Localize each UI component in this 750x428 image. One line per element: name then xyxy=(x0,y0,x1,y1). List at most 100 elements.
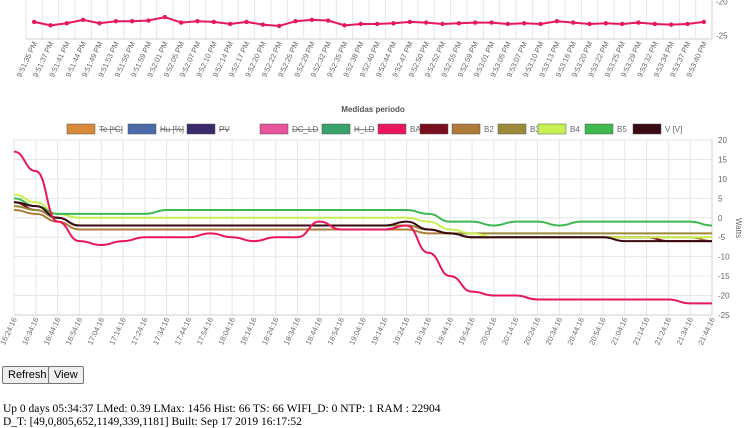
main-y-tick-label: 5 xyxy=(718,194,723,203)
top-data-point xyxy=(325,18,331,23)
main-x-tick-label: 20:24:16 xyxy=(522,316,542,346)
legend-label: B4 xyxy=(570,125,580,134)
top-data-point xyxy=(195,19,200,24)
main-x-tick-label: 18:44:16 xyxy=(304,316,324,346)
top-data-point xyxy=(48,23,53,28)
legend-item: B5 xyxy=(584,123,627,135)
legend-label: B2 xyxy=(484,125,494,134)
main-x-tick-label: 21:44:16 xyxy=(696,316,716,346)
main-x-tick-label: 21:04:16 xyxy=(609,316,629,346)
main-y-tick-label: 0 xyxy=(718,214,723,223)
top-data-point xyxy=(570,20,576,25)
top-data-point xyxy=(456,21,462,26)
main-x-tick-label: 18:14:16 xyxy=(238,316,258,346)
legend-swatch xyxy=(537,123,567,135)
top-data-point xyxy=(129,19,135,24)
legend-item: B2 xyxy=(451,123,494,135)
top-data-point xyxy=(440,21,445,27)
top-data-point xyxy=(521,21,527,26)
main-x-tick-label: 17:44:16 xyxy=(173,316,193,346)
top-data-point xyxy=(227,21,233,27)
legend-label: B3 xyxy=(530,125,540,134)
legend-swatch xyxy=(377,123,407,135)
legend-label: B5 xyxy=(617,125,627,134)
legend-swatch xyxy=(186,123,216,135)
main-x-tick-label: 20:04:16 xyxy=(478,316,498,346)
top-data-point xyxy=(538,21,543,27)
main-x-tick-label: 16:44:16 xyxy=(42,316,62,346)
top-data-point xyxy=(260,22,266,27)
main-x-tick-label: 17:54:16 xyxy=(195,316,215,346)
main-x-tick-label: 16:54:16 xyxy=(64,316,84,346)
legend-swatch xyxy=(632,123,662,135)
top-data-point xyxy=(685,21,690,27)
top-line-chart: -20-259:51:35 PM9:51:37 PM9:51:41 PM9:51… xyxy=(15,0,728,79)
main-x-tick-label: 18:54:16 xyxy=(326,316,346,346)
legend-swatch xyxy=(321,123,351,135)
top-data-point xyxy=(423,20,429,25)
top-data-point xyxy=(64,21,70,26)
main-x-tick-label: 17:24:16 xyxy=(129,316,149,346)
main-x-tick-label: 18:24:16 xyxy=(260,316,280,346)
main-x-tick-label: 17:04:16 xyxy=(86,316,106,346)
top-data-point xyxy=(652,21,658,27)
refresh-button[interactable]: Refresh xyxy=(2,366,53,384)
legend-swatch xyxy=(497,123,527,135)
top-data-point xyxy=(603,21,609,26)
main-x-tick-label: 16:24:16 xyxy=(0,316,19,346)
main-x-tick-label: 19:54:16 xyxy=(456,316,476,346)
main-x-tick-label: 19:34:16 xyxy=(413,316,433,346)
legend-item: PV xyxy=(186,123,230,135)
series-line-b5 xyxy=(13,197,713,227)
main-x-tick-label: 16:34:16 xyxy=(20,316,40,346)
main-y-tick-label: 10 xyxy=(718,175,727,184)
main-x-tick-label: 20:34:16 xyxy=(544,316,564,346)
legend-item: Hu [%] xyxy=(127,123,184,135)
legend-swatch xyxy=(451,123,481,135)
main-x-tick-label: 21:34:16 xyxy=(675,316,695,346)
legend-swatch xyxy=(127,123,157,135)
top-data-point xyxy=(211,19,217,25)
top-data-point xyxy=(668,22,674,27)
main-x-tick-label: 17:14:16 xyxy=(107,316,127,346)
view-button[interactable]: View xyxy=(48,366,84,384)
legend-item: B3 xyxy=(497,123,540,135)
top-data-point xyxy=(407,19,413,25)
legend-item: V [V] xyxy=(632,123,682,135)
legend-label: DC_LD xyxy=(292,125,318,134)
main-y-tick-label: -25 xyxy=(718,311,730,320)
main-x-tick-label: 17:34:16 xyxy=(151,316,171,346)
main-x-tick-label: 21:14:16 xyxy=(631,316,651,346)
top-data-point xyxy=(391,21,396,26)
main-x-tick-label: 19:14:16 xyxy=(369,316,389,346)
main-x-tick-label: 18:04:16 xyxy=(216,316,236,346)
top-data-point xyxy=(293,19,298,24)
top-data-point xyxy=(587,21,592,27)
top-data-point xyxy=(31,19,37,25)
main-x-tick-label: 19:44:16 xyxy=(435,316,455,346)
top-data-point xyxy=(97,21,102,26)
top-data-point xyxy=(162,14,168,20)
top-y-tick-label: -25 xyxy=(716,32,728,41)
main-y-tick-label: 15 xyxy=(718,155,727,164)
status-line-build: D_T: [49,0,805,652,1149,339,1181] Built:… xyxy=(3,416,302,428)
legend-label: Hu [%] xyxy=(160,125,184,134)
legend-label: V [V] xyxy=(665,125,682,134)
top-data-point xyxy=(489,20,494,25)
main-x-tick-label: 20:14:16 xyxy=(500,316,520,346)
legend-swatch xyxy=(419,123,449,135)
main-x-tick-label: 20:44:16 xyxy=(565,316,585,346)
top-data-point xyxy=(342,23,347,28)
top-data-point xyxy=(309,17,315,23)
top-data-point xyxy=(80,17,86,23)
main-x-tick-label: 19:04:16 xyxy=(347,316,367,346)
top-data-point xyxy=(472,20,478,25)
legend-item: Te [ºC] xyxy=(66,123,123,135)
series-line-v-v- xyxy=(13,201,712,243)
legend-label: Te [ºC] xyxy=(99,125,123,134)
legend-swatch xyxy=(259,123,289,135)
legend-item: H_LD xyxy=(321,123,375,135)
legend-label: H_LD xyxy=(354,125,375,134)
top-data-point xyxy=(619,21,625,27)
top-series-line xyxy=(33,16,704,28)
